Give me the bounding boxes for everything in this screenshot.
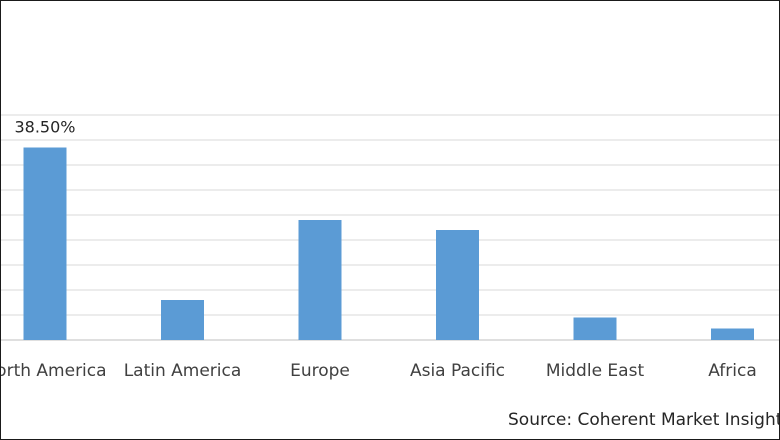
bar-asia-pacific <box>436 230 479 340</box>
bars <box>23 147 754 340</box>
category-label: Europe <box>290 361 350 381</box>
category-label: Africa <box>708 361 757 381</box>
bar-north-america <box>23 147 67 340</box>
category-label: Latin America <box>124 361 242 381</box>
bar-middle-east <box>573 317 617 340</box>
category-label: Middle East <box>546 361 645 381</box>
category-label: North America <box>1 361 107 381</box>
category-labels: North America Latin America Europe Asia Pac… <box>1 361 757 381</box>
bar-europe <box>298 220 342 340</box>
bar-africa <box>711 328 754 340</box>
data-labels: 38.50% <box>14 118 75 137</box>
category-label: Asia Pacific <box>410 361 505 381</box>
gridlines <box>1 114 779 341</box>
bar-latin-america <box>161 300 204 340</box>
source-note: Source: Coherent Market Insights <box>508 410 780 430</box>
data-label: 38.50% <box>14 118 75 137</box>
